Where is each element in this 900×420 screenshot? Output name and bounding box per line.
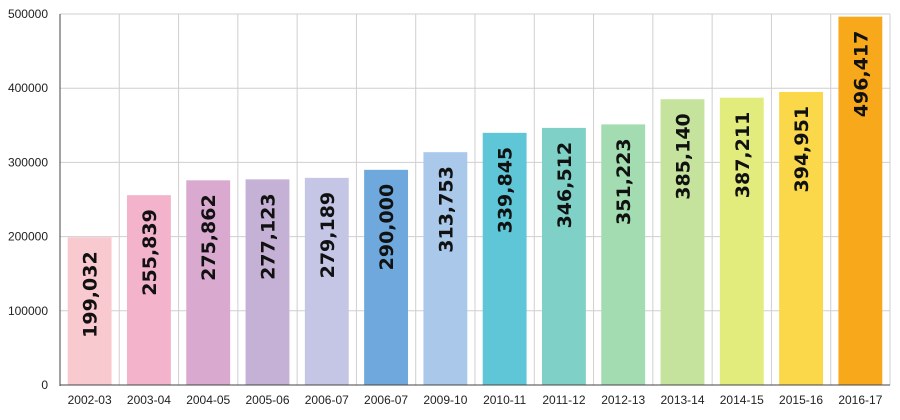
value-label: 290,000 — [376, 184, 398, 271]
x-tick-label: 2009-10 — [423, 393, 467, 407]
bar — [541, 127, 586, 386]
bar — [838, 16, 883, 385]
y-tick-label: 200000 — [8, 230, 48, 244]
x-tick-label: 2004-05 — [186, 393, 230, 407]
value-label: 279,189 — [317, 192, 339, 279]
bar — [719, 97, 764, 385]
value-label: 199,032 — [80, 251, 102, 338]
bar — [423, 152, 468, 385]
x-tick-label: 2016-17 — [838, 393, 882, 407]
value-label: 313,753 — [435, 166, 457, 253]
x-tick-label: 2011-12 — [542, 393, 585, 407]
bar — [304, 177, 349, 385]
value-label: 496,417 — [850, 31, 872, 118]
bar — [660, 99, 705, 385]
value-label: 277,123 — [258, 193, 280, 280]
axis-layer — [59, 14, 890, 386]
x-tick-label: 2006-07 — [305, 393, 349, 407]
value-label: 387,211 — [732, 112, 754, 199]
bar — [482, 132, 527, 385]
bar — [126, 195, 171, 385]
bar-layer — [67, 16, 883, 386]
x-tick-label: 2014-15 — [720, 393, 764, 407]
bar — [364, 169, 409, 385]
x-tick-label: 2010-11 — [483, 393, 526, 407]
x-tick-label: 2012-13 — [601, 393, 645, 407]
x-tick-label: 2015-16 — [779, 393, 823, 407]
y-tick-label: 300000 — [8, 155, 48, 169]
grid-layer — [60, 13, 891, 385]
x-tick-label: 2005-06 — [245, 393, 289, 407]
y-tick-label: 100000 — [8, 304, 48, 318]
bar — [186, 180, 231, 385]
x-tick-label: 2013-14 — [660, 393, 704, 407]
value-label: 351,223 — [613, 138, 635, 225]
value-label: 346,512 — [554, 142, 576, 229]
x-tick-label: 2003-04 — [127, 393, 171, 407]
bar — [601, 124, 646, 386]
value-label: 394,951 — [791, 106, 813, 193]
y-tick-label: 400000 — [8, 81, 48, 95]
value-label: 385,140 — [673, 113, 695, 200]
y-tick-label: 0 — [41, 378, 48, 392]
x-tick-label: 2002-03 — [68, 393, 112, 407]
bar — [779, 91, 824, 386]
value-label: 275,862 — [198, 194, 220, 281]
bar — [245, 179, 290, 385]
value-label: 255,839 — [139, 209, 161, 296]
label-layer: 0 100000 200000 300000 400000 500000 199,032 20… — [8, 7, 883, 407]
bar — [67, 237, 112, 385]
x-tick-label: 2006-07 — [364, 393, 408, 407]
y-tick-label: 500000 — [8, 7, 48, 21]
value-label: 339,845 — [495, 147, 517, 234]
